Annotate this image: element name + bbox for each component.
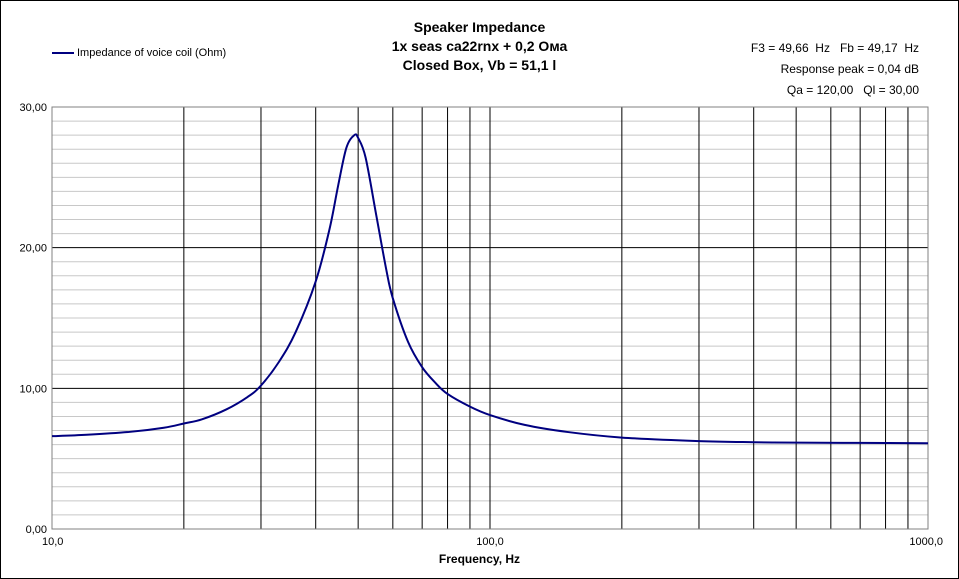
y-tick-label: 20,00: [19, 243, 47, 255]
impedance-series-line: [51, 133, 929, 445]
chart-subtitle-box: Closed Box, Vb = 51,1 l: [402, 57, 557, 73]
annotation-qa-ql: Qa = 120,00 Ql = 30,00: [786, 83, 919, 97]
x-tick-label: 1000,0: [909, 536, 943, 548]
plot-area-border: [51, 106, 929, 530]
legend-swatch: [52, 52, 74, 54]
annotation-response-peak: Response peak = 0,04 dB: [780, 62, 919, 76]
x-tick-label: 100,0: [476, 536, 504, 548]
chart-subtitle-driver: 1x seas ca22rnx + 0,2 Ома: [391, 38, 568, 54]
y-tick-label: 10,00: [19, 383, 47, 395]
x-axis-label: Frequency, Hz: [438, 552, 521, 566]
legend-label: Impedance of voice coil (Ohm): [77, 47, 227, 59]
x-tick-label: 10,0: [42, 536, 63, 548]
y-tick-label: 0,00: [26, 524, 47, 536]
y-tick-label: 30,00: [19, 102, 47, 114]
legend: Impedance of voice coil (Ohm): [52, 47, 226, 59]
annotation-f3-fb: F3 = 49,66 Hz Fb = 49,17 Hz: [750, 41, 919, 55]
chart-title: Speaker Impedance: [413, 19, 546, 35]
